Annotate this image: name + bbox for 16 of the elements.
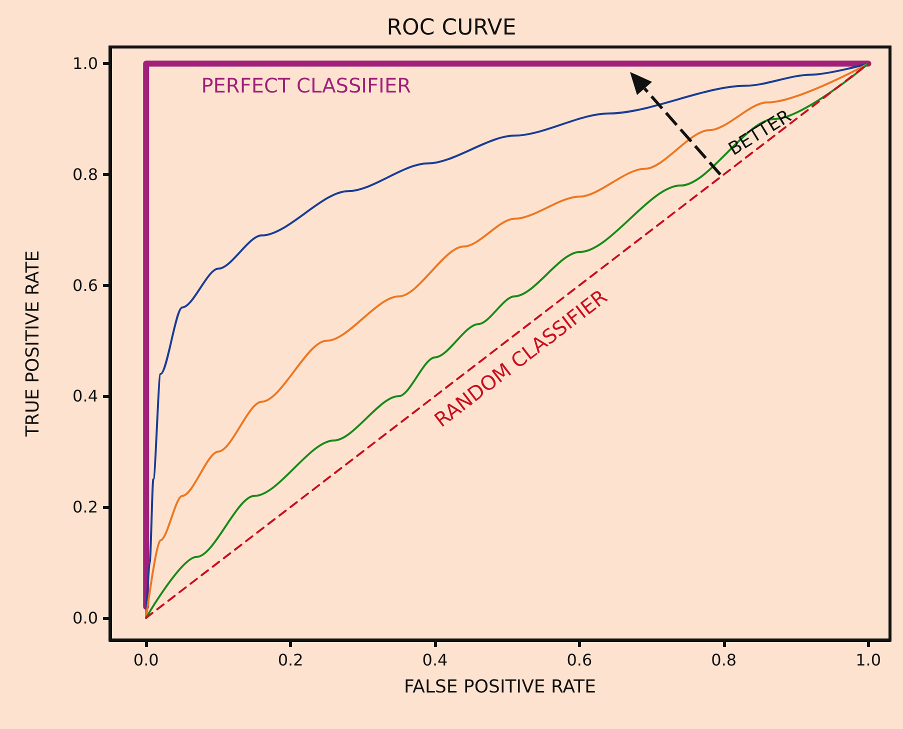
y-axis-title: TRUE POSITIVE RATE	[22, 250, 44, 438]
chart-title: ROC CURVE	[386, 16, 516, 40]
y-tick-label: 1.0	[72, 54, 98, 74]
x-tick-label: 1.0	[856, 650, 882, 670]
series-label: PERFECT CLASSIFIER	[201, 74, 412, 98]
y-tick-label: 0.6	[72, 276, 98, 295]
x-tick-label: 0.0	[133, 650, 159, 670]
x-tick-label: 0.4	[422, 650, 448, 670]
y-tick-label: 0.4	[72, 386, 98, 406]
x-axis-title: FALSE POSITIVE RATE	[404, 676, 596, 698]
x-tick-label: 0.2	[278, 650, 304, 670]
y-tick-label: 0.8	[72, 164, 98, 184]
y-tick-label: 0.0	[72, 608, 98, 628]
x-tick-label: 0.6	[566, 650, 592, 670]
x-tick-label: 0.8	[711, 650, 737, 670]
y-tick-label: 0.2	[72, 497, 98, 516]
